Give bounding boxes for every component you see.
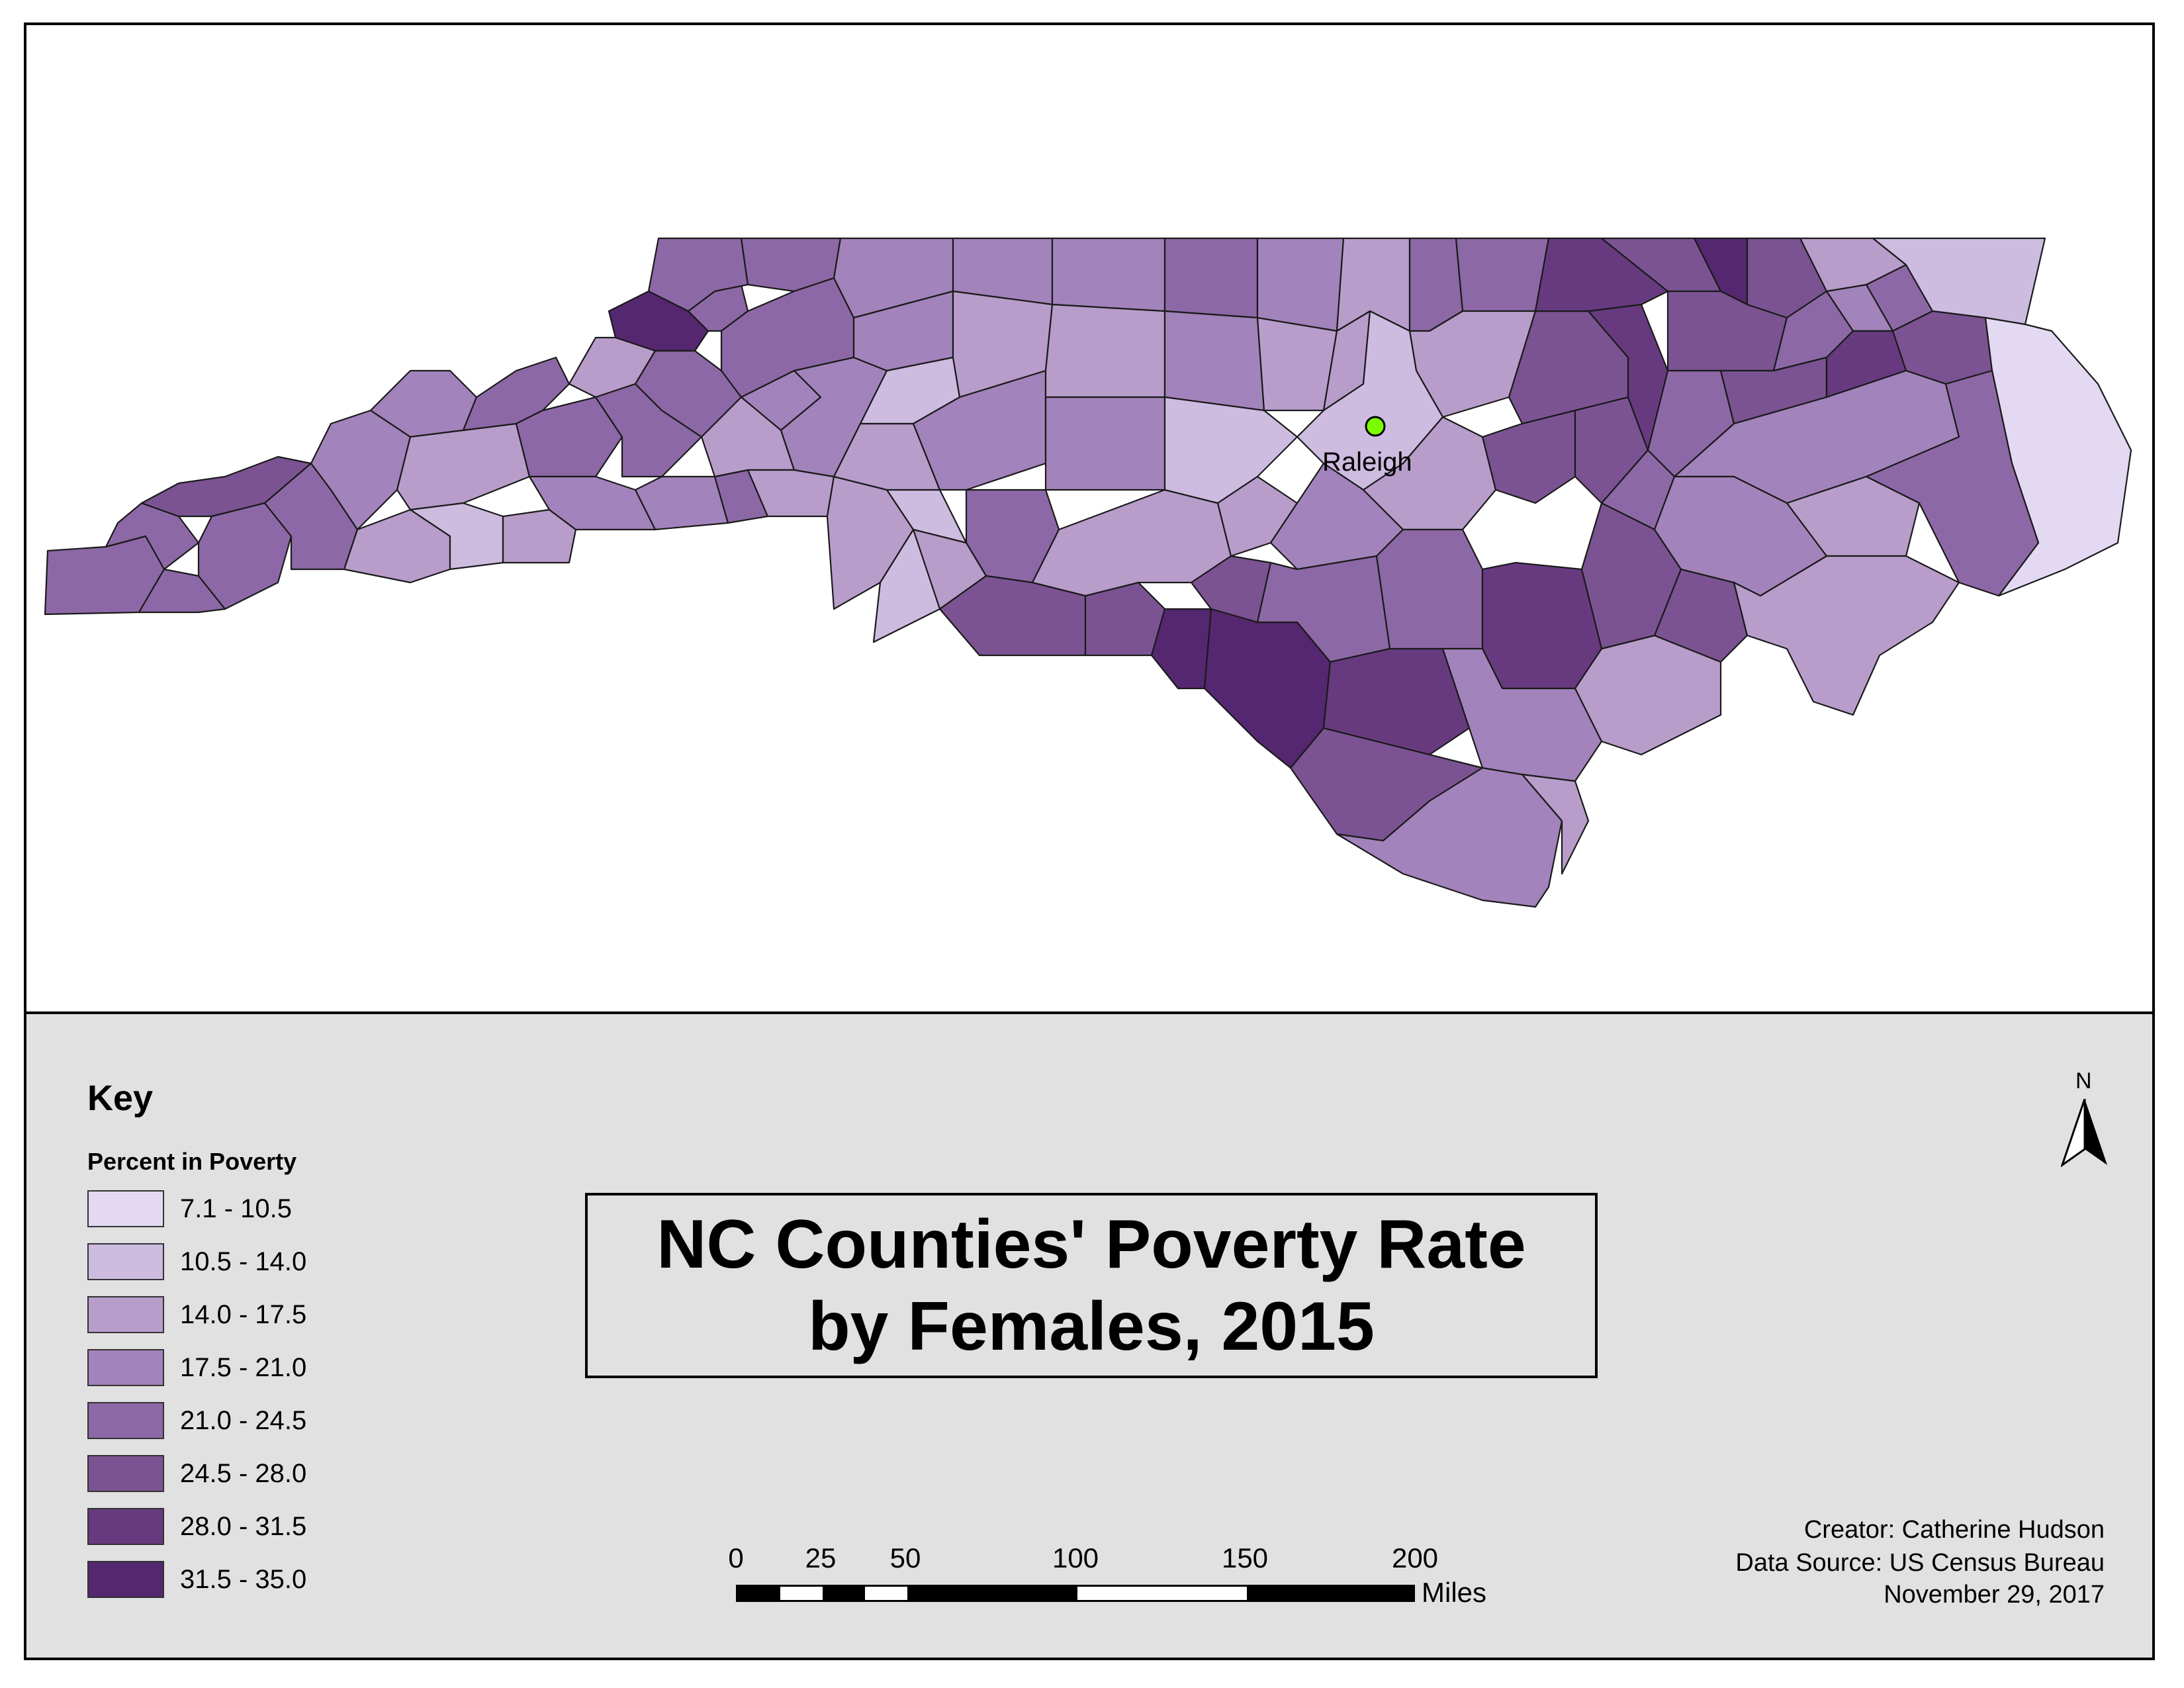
county-person [1256, 237, 1345, 332]
legend-swatch [87, 1190, 164, 1227]
legend-label: 17.5 - 21.0 [180, 1353, 307, 1382]
county-hyde [1865, 369, 2040, 597]
scale-tick-label: 0 [728, 1542, 744, 1573]
scale-tick-label: 50 [889, 1542, 921, 1573]
legend-label: 21.0 - 24.5 [180, 1406, 307, 1435]
legend-swatch [87, 1402, 164, 1439]
legend-label: 7.1 - 10.5 [180, 1194, 293, 1223]
legend-subtitle: Percent in Poverty [87, 1148, 297, 1175]
county-camden [1799, 237, 1907, 293]
scale-bar [736, 1585, 1415, 1602]
legend-title: Key [87, 1078, 154, 1118]
county-duplin [1481, 561, 1603, 690]
county-yancey [462, 356, 570, 432]
county-caswell [1163, 237, 1259, 319]
scale-bar-segment [907, 1587, 1077, 1600]
map-title-line-1: NC Counties' Poverty Rate [657, 1206, 1526, 1283]
county-carteret [1733, 555, 1960, 716]
scale-tick-label: 100 [1052, 1542, 1099, 1573]
county-chatham [1163, 396, 1298, 504]
north-label: N [2075, 1068, 2092, 1094]
legend-swatch [87, 1561, 164, 1598]
scale-bar-segment [1247, 1587, 1413, 1600]
county-orange [1256, 316, 1338, 412]
scale-bar-segment [823, 1587, 865, 1600]
legend-swatch [87, 1455, 164, 1492]
credit-creator: Creator: Catherine Hudson [1803, 1516, 2105, 1544]
scale-tick-label: 200 [1391, 1542, 1439, 1573]
county-warren [1455, 237, 1550, 312]
credit-date: November 29, 2017 [1884, 1581, 2105, 1609]
scale-bar-segment [738, 1587, 780, 1600]
scale-unit-label: Miles [1422, 1577, 1487, 1608]
legend-label: 31.5 - 35.0 [180, 1565, 307, 1594]
county-rockingham [1051, 237, 1166, 312]
scale-tick-label: 25 [805, 1542, 837, 1573]
scale-tick-label: 150 [1221, 1542, 1269, 1573]
nc-county-map [44, 237, 2132, 908]
raleigh-label: Raleigh [1322, 447, 1412, 477]
county-pamlico [1786, 475, 1921, 557]
county-wayne [1481, 409, 1576, 504]
legend-label: 28.0 - 31.5 [180, 1512, 307, 1541]
raleigh-marker [1365, 416, 1386, 437]
county-guilford [1044, 303, 1166, 399]
county-sampson [1375, 528, 1484, 650]
county-graham [105, 502, 200, 571]
county-randolph [1044, 396, 1166, 491]
county-macon [197, 502, 293, 610]
county-buncombe [396, 422, 531, 511]
north-arrow-icon [2061, 1099, 2107, 1168]
legend-swatch [87, 1243, 164, 1280]
credit-source: Data Source: US Census Bureau [1735, 1549, 2105, 1577]
legend-swatch [87, 1296, 164, 1333]
county-polk [502, 508, 577, 564]
legend-swatch [87, 1508, 164, 1545]
legend-label: 14.0 - 17.5 [180, 1300, 307, 1329]
legend-label: 24.5 - 28.0 [180, 1459, 307, 1488]
legend-label: 10.5 - 14.0 [180, 1247, 307, 1276]
county-new-hanover [1521, 773, 1590, 875]
county-alamance [1163, 310, 1265, 412]
legend-swatch [87, 1349, 164, 1386]
map-title-box: NC Counties' Poverty Rate by Females, 20… [585, 1193, 1598, 1378]
map-title-line-2: by Females, 2015 [808, 1288, 1375, 1365]
